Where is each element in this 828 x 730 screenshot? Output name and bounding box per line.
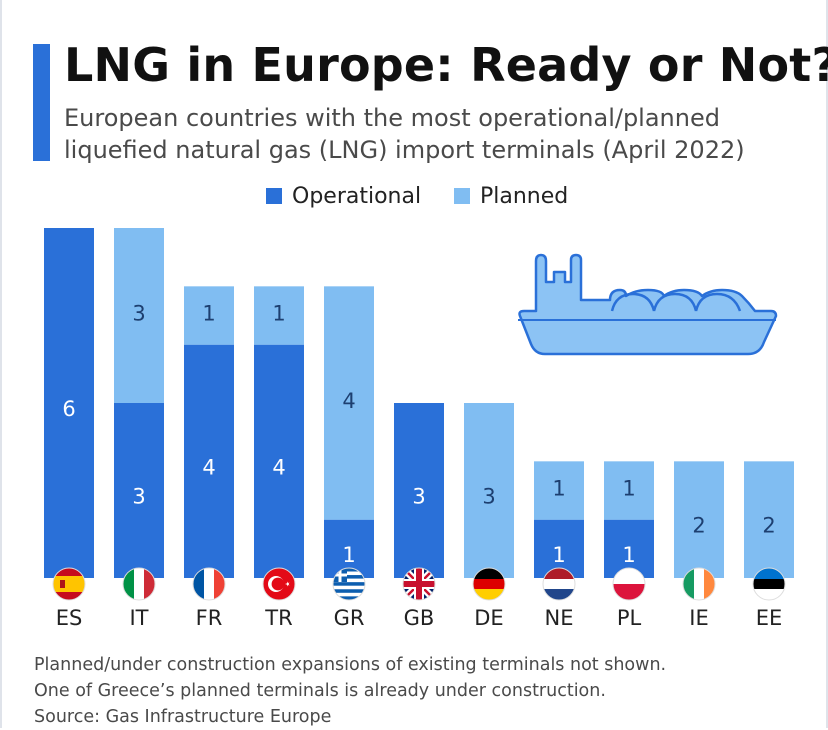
bar-planned-ne [534, 461, 584, 520]
tick-label-gr: GR [334, 606, 365, 630]
frame-edge-left [0, 0, 2, 728]
spain-flag-icon [52, 567, 86, 601]
bar-label-planned-ee: 2 [762, 514, 775, 538]
category-tick-labels: ES IT FR TR GR GB DE NE PL IE EE [56, 606, 783, 630]
bar-planned-gr [324, 286, 374, 520]
tick-label-es: ES [56, 606, 83, 630]
ship-tanks [610, 292, 742, 312]
legend-swatch-operational [266, 188, 282, 204]
chart-title: LNG in Europe: Ready or Not? [64, 38, 828, 92]
tick-label-ne: NE [545, 606, 574, 630]
bar-label-operational-fr: 4 [202, 455, 215, 479]
greece-flag-icon [332, 567, 366, 601]
bar-planned-de [464, 403, 514, 578]
bar-label-operational-es: 6 [62, 397, 75, 421]
legend-label-planned: Planned [480, 183, 569, 209]
bar-label-operational-pl: 1 [622, 543, 635, 567]
bar-label-operational-it: 3 [132, 485, 145, 509]
bar-planned-it [114, 228, 164, 403]
title-accent-bar [33, 44, 50, 161]
bar-planned-ee [744, 461, 794, 578]
italy-flag-icon [122, 567, 156, 601]
footnotes: Planned/under construction expansions of… [34, 652, 814, 730]
bar-operational-gb [394, 403, 444, 578]
bar-planned-fr [184, 286, 234, 345]
lng-tanker-ship-icon [518, 253, 778, 356]
tick-label-de: DE [474, 606, 503, 630]
legend-item-operational: Operational [266, 182, 421, 210]
tick-label-gb: GB [404, 606, 435, 630]
chart-subtitle: European countries with the most operati… [64, 102, 804, 166]
tick-label-it: IT [129, 606, 148, 630]
ship-hull [518, 253, 778, 356]
bar-label-planned-fr: 1 [202, 302, 215, 326]
bar-planned-tr [254, 286, 304, 345]
bar-label-planned-de: 3 [482, 485, 495, 509]
tick-label-tr: TR [264, 606, 292, 630]
bar-label-planned-pl: 1 [622, 477, 635, 501]
frame-edge-right [826, 0, 828, 728]
legend-label-operational: Operational [292, 183, 422, 209]
subtitle-line-2: liquefied natural gas (LNG) import termi… [64, 136, 745, 164]
ireland-flag-icon [682, 567, 716, 601]
germany-flag-icon [472, 567, 506, 601]
legend-item-planned: Planned [454, 182, 568, 210]
source-note: Source: Gas Infrastructure Europe [34, 707, 332, 727]
estonia-flag-icon [752, 567, 786, 601]
tick-label-ee: EE [756, 606, 783, 630]
bar-label-operational-tr: 4 [272, 455, 285, 479]
bar-operational-fr [184, 344, 234, 578]
bar-operational-it [114, 403, 164, 578]
poland-flag-icon [612, 567, 646, 601]
chart-legend: Operational Planned [0, 182, 828, 210]
subtitle-line-1: European countries with the most operati… [64, 104, 720, 132]
bar-label-planned-ie: 2 [692, 514, 705, 538]
uk-flag-icon [402, 567, 436, 601]
tick-label-ie: IE [689, 606, 708, 630]
bars-layer: 6 3 3 4 1 4 1 1 4 3 3 1 1 1 1 2 2 [44, 228, 794, 578]
bar-label-planned-gr: 4 [342, 389, 355, 413]
bar-chart: 6 3 3 4 1 4 1 1 4 3 3 1 1 1 1 2 2 ES IT FR TR GR GB DE NE PL IE EE [44, 228, 794, 630]
turkey-flag-icon [262, 567, 296, 601]
bar-label-planned-ne: 1 [552, 477, 565, 501]
bar-label-planned-tr: 1 [272, 302, 285, 326]
netherlands-flag-icon [542, 567, 576, 601]
legend-swatch-planned [454, 188, 470, 204]
bar-operational-es [44, 228, 94, 578]
bar-operational-tr [254, 344, 304, 578]
bar-label-operational-gr: 1 [342, 543, 355, 567]
tick-label-fr: FR [196, 606, 223, 630]
bar-label-planned-it: 3 [132, 302, 145, 326]
bar-planned-pl [604, 461, 654, 520]
footnote-line-1: Planned/under construction expansions of… [34, 655, 667, 675]
tick-label-pl: PL [617, 606, 642, 630]
flags-layer [52, 567, 786, 601]
bar-label-operational-ne: 1 [552, 543, 565, 567]
bar-planned-ie [674, 461, 724, 578]
bar-label-operational-gb: 3 [412, 485, 425, 509]
footnote-line-2: One of Greece’s planned terminals is alr… [34, 681, 606, 701]
france-flag-icon [192, 567, 226, 601]
